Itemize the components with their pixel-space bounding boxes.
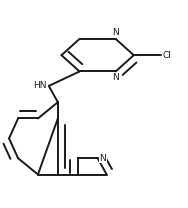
Text: HN: HN — [33, 81, 47, 90]
Text: Cl: Cl — [163, 51, 172, 60]
Text: N: N — [99, 154, 106, 163]
Text: N: N — [112, 73, 119, 82]
Text: N: N — [112, 28, 119, 37]
